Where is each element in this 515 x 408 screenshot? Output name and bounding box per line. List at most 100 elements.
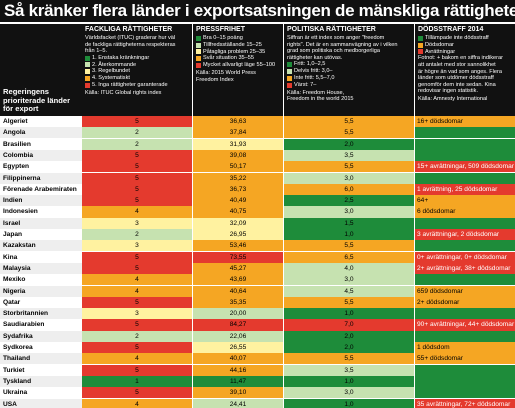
table-row: USA 4 24,41 1,0 35 avrättningar, 72+ dödsdom… (0, 398, 515, 408)
table-row: Malaysia 5 45,27 4,0 2+ avrättningar, 38+ dö… (0, 262, 515, 275)
legend-swatch (196, 56, 201, 62)
union-cell: 5 (82, 319, 192, 331)
union-cell: 5 (82, 364, 192, 376)
page-title: Så kränker flera länder i exportsatsning… (0, 0, 515, 22)
political-cell: 1,5 (284, 217, 414, 229)
political-cell: 5,5 (284, 296, 414, 308)
legend-swatch (85, 76, 90, 82)
press-cell: 37,84 (193, 127, 283, 139)
legend-swatch (85, 55, 90, 61)
country-name: Ukraina (0, 387, 82, 399)
legend-swatch (85, 82, 90, 88)
union-cell: 2 (82, 127, 192, 139)
death-cell: 16+ dödsdomar (415, 116, 515, 128)
union-cell: 5 (82, 172, 192, 184)
country-name: Qatar (0, 296, 82, 308)
press-cell: 73,55 (193, 251, 283, 263)
legend-item: Påtagliga problem 25–35 (196, 49, 280, 56)
legend-swatch (418, 49, 423, 55)
table-row: Nigeria 4 40,64 4,5 659 dödsdomar (0, 285, 515, 298)
death-cell: 64+ (415, 195, 515, 207)
legend-swatch (287, 82, 292, 88)
death-cell: 35 avrättningar, 72+ dödsdomar (415, 398, 515, 408)
legend-label: 2. Återkommande (92, 61, 137, 68)
table-row: Angola 2 37,84 5,5 (0, 127, 515, 139)
legend-item: Delvis fritt: 3,0– (287, 68, 411, 75)
union-cell: 5 (82, 342, 192, 354)
legend-item: Avrättningar (418, 49, 512, 56)
press-cell: 43,69 (193, 274, 283, 286)
table-row: Algeriet 5 36,63 5,5 16+ dödsdomar (0, 116, 515, 128)
table-row: Thailand 4 40,07 5,5 55+ dödsdomar (0, 353, 515, 365)
union-heading: FACKLIGA RÄTTIGHETER (85, 26, 173, 33)
country-name: Brasilien (0, 138, 82, 150)
country-name: Indien (0, 195, 82, 207)
death-cell (415, 217, 515, 229)
legend-swatch (85, 69, 90, 75)
press-cell: 40,49 (193, 195, 283, 207)
death-header: DÖDSSTRAFF 2014 Tillämpade inte dödsstra… (415, 24, 515, 116)
union-source: Källa: ITUC Global rights index (85, 89, 162, 96)
country-name: Kazakstan (0, 240, 82, 252)
press-header: PRESSFRIHET Bra 0–15 poäng Tillfredsställ… (193, 24, 283, 116)
legend-swatch (196, 35, 201, 41)
country-name: Egypten (0, 161, 82, 173)
press-cell: 36,63 (193, 116, 283, 128)
table-row: Sydafrika 2 22,06 2,0 (0, 330, 515, 343)
political-cell: 1,0 (284, 375, 414, 388)
press-cell: 32,09 (193, 217, 283, 229)
union-cell: 4 (82, 398, 192, 408)
political-cell: 2,5 (284, 195, 414, 207)
political-cell: 5,5 (284, 240, 414, 252)
press-cell: 26,55 (193, 342, 283, 354)
legend-swatch (287, 62, 292, 68)
political-cell: 4,5 (284, 285, 414, 297)
death-cell: 15+ avrättningar, 509 dödsdomar (415, 161, 515, 173)
press-cell: 11,47 (193, 375, 283, 388)
union-cell: 5 (82, 149, 192, 162)
legend-item: Värst: 7– (287, 82, 411, 89)
death-cell: 55+ dödsdomar (415, 353, 515, 365)
country-name: Nigeria (0, 285, 82, 297)
political-cell: 1,0 (284, 229, 414, 241)
press-cell: 40,64 (193, 285, 283, 297)
legend-item: 5. Inga rättigheter garanterade (85, 82, 189, 89)
union-cell: 3 (82, 240, 192, 252)
legend-label: Inte fritt: 5,5–7,0 (294, 75, 335, 82)
union-cell: 5 (82, 195, 192, 207)
union-cell: 5 (82, 183, 192, 195)
country-name: Storbritannien (0, 308, 82, 320)
legend-label: Fritt: 1,0–2,5 (294, 61, 326, 68)
legend-item: Fritt: 1,0–2,5 (287, 61, 411, 68)
country-name: Mexiko (0, 274, 82, 286)
table-row: Colombia 5 39,08 3,5 (0, 149, 515, 162)
legend-swatch (418, 42, 423, 48)
legend-item: Bra 0–15 poäng (196, 35, 280, 42)
legend-item: 1. Enstaka kränkningar (85, 55, 189, 62)
death-cell: 2+ dödsdomar (415, 296, 515, 308)
political-cell: 2,0 (284, 330, 414, 342)
legend-item: Tillämpade inte dödsstraff (418, 35, 512, 42)
table-row: Kina 5 73,55 6,5 0+ avrättningar, 0+ dödsdom… (0, 251, 515, 264)
death-source: Källa: Amnesty International (418, 95, 488, 102)
country-name: Sydafrika (0, 330, 82, 342)
country-name: Indonesien (0, 206, 82, 218)
death-legend: Tillämpade inte dödsstraff Dödsdomar Avrät… (418, 35, 512, 55)
press-cell: 39,10 (193, 387, 283, 399)
country-name: Algeriet (0, 116, 82, 128)
union-cell: 5 (82, 161, 192, 173)
legend-label: Delvis fritt: 3,0– (294, 68, 333, 75)
legend-item: Mycket allvarligt läge 55–100 (196, 62, 280, 69)
legend-label: Svår situation 35–55 (203, 55, 254, 62)
death-cell (415, 387, 515, 399)
union-cell: 5 (82, 387, 192, 399)
union-cell: 5 (82, 251, 192, 263)
table-row: Indien 5 40,49 2,5 64+ (0, 195, 515, 207)
table-row: Indonesien 4 40,75 3,0 6 dödsdomar (0, 206, 515, 218)
political-cell: 6,5 (284, 251, 414, 263)
country-name: Saudiarabien (0, 319, 82, 331)
legend-label: 4. Systematiskt (92, 75, 130, 82)
country-name: Thailand (0, 353, 82, 365)
political-header: POLITISKA RÄTTIGHETER Siffran är ett ind… (284, 24, 414, 116)
